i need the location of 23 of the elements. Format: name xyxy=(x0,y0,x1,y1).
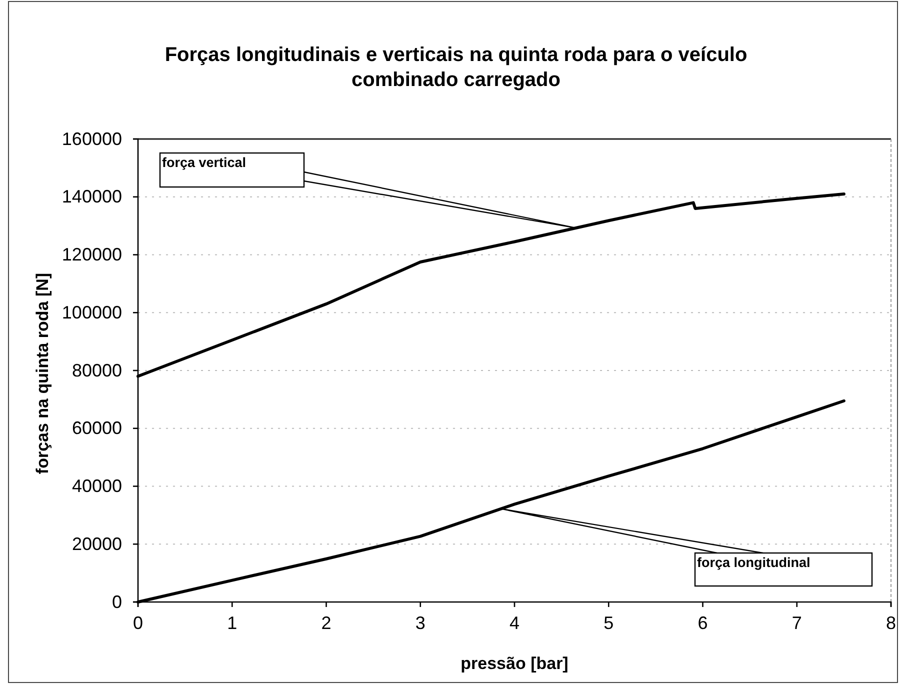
x-tick-label: 2 xyxy=(321,612,332,633)
y-tick-label: 0 xyxy=(112,592,122,612)
text: força longitudinal xyxy=(697,555,810,570)
y-tick-label: 60000 xyxy=(72,418,122,438)
y-axis-title: forças na quinta roda [N] xyxy=(33,272,52,474)
y-tick-label: 160000 xyxy=(62,128,122,149)
chart-title: Forças longitudinais e verticais na quinta roda para o veículo combinado carregado xyxy=(164,44,748,91)
y-tick-label: 140000 xyxy=(62,186,122,207)
y-tick-label: 120000 xyxy=(62,244,122,265)
y-tick-label: 20000 xyxy=(72,534,122,554)
x-tick-label: 3 xyxy=(415,612,426,633)
x-tick-label: 8 xyxy=(886,612,896,633)
x-tick-label: 5 xyxy=(604,612,614,633)
y-tick-label: 80000 xyxy=(72,360,122,380)
x-tick-label: 7 xyxy=(792,612,802,633)
x-tick-label: 0 xyxy=(132,612,144,633)
y-tick-label: 100000 xyxy=(62,302,122,322)
text: força vertical xyxy=(162,155,246,170)
y-tick-label: 40000 xyxy=(72,476,122,496)
x-tick-label: 4 xyxy=(509,612,520,633)
x-tick-label: 1 xyxy=(227,612,238,633)
x-tick-label: 6 xyxy=(698,612,708,633)
x-axis-title: pressão [bar] xyxy=(460,654,568,673)
